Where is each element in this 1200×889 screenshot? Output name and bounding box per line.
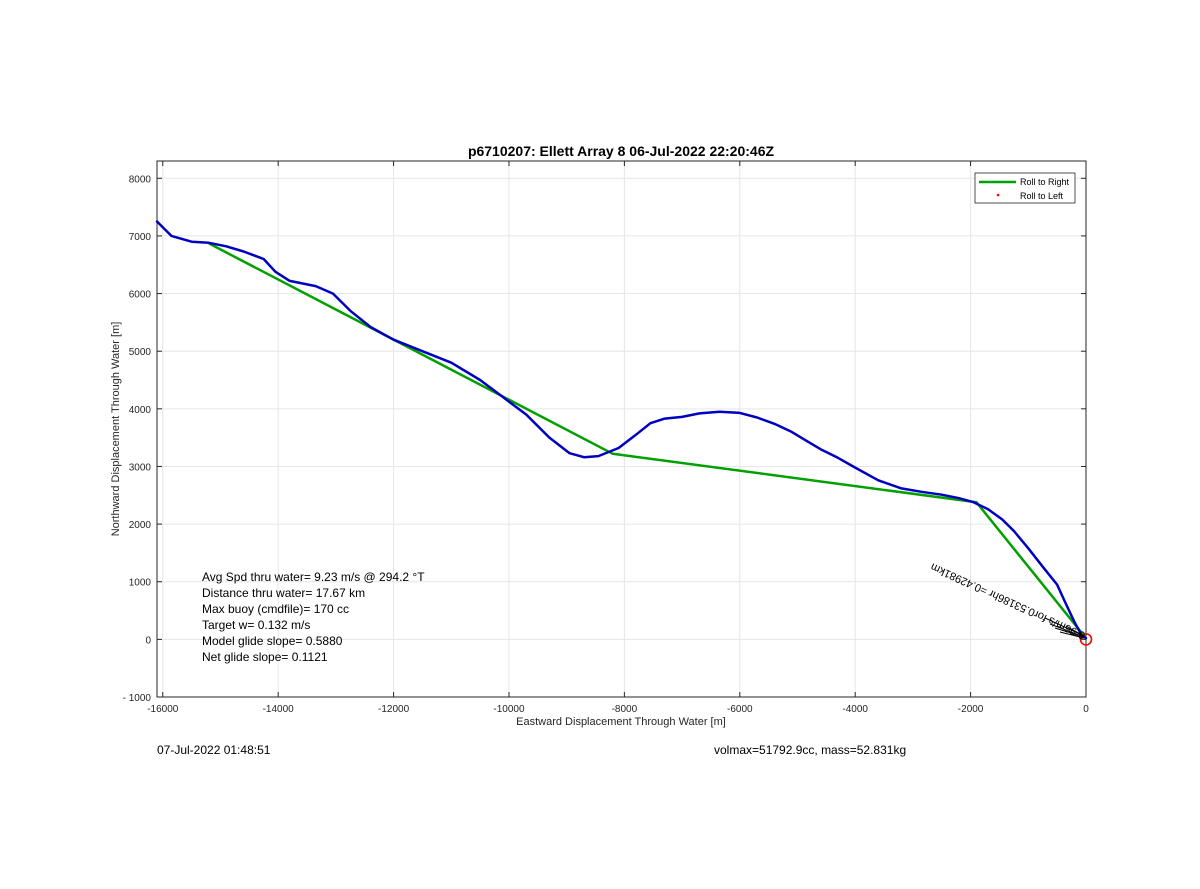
x-tick-label: -4000 [842, 704, 868, 715]
annotation-distance: Distance thru water= 17.67 km [202, 586, 365, 600]
annotations: Avg Spd thru water= 9.23 m/s @ 294.2 °T … [202, 570, 425, 664]
surface-leg-arrows [1044, 617, 1085, 639]
chart-title: p6710207: Ellett Array 8 06-Jul-2022 22:… [468, 143, 775, 159]
plot-frame [156, 160, 1087, 698]
end-position-marker [1079, 633, 1093, 646]
y-tick-label: 3000 [129, 462, 152, 473]
footer-volmax-mass: volmax=51792.9cc, mass=52.831kg [714, 743, 907, 757]
legend: Roll to Right Roll to Left [974, 172, 1076, 204]
legend-roll-left-label: Roll to Left [1020, 191, 1064, 201]
y-tick-label: 8000 [129, 174, 152, 185]
y-axis-label: Northward Displacement Through Water [m] [110, 322, 122, 537]
x-tick-label: -16000 [147, 704, 179, 715]
x-tick-label: 0 [1083, 704, 1089, 715]
y-tick-label: - 1000 [123, 693, 152, 704]
annotation-avg-speed: Avg Spd thru water= 9.23 m/s @ 294.2 °T [202, 570, 425, 584]
y-tick-label: 1000 [129, 578, 152, 589]
annotation-net-glide: Net glide slope= 0.1121 [202, 650, 328, 664]
y-tick-label: 7000 [129, 232, 152, 243]
annotation-model-glide: Model glide slope= 0.5880 [202, 634, 343, 648]
annotation-max-buoy: Max buoy (cmdfile)= 170 cc [202, 602, 349, 616]
x-tick-label: -10000 [493, 704, 525, 715]
y-tick-label: 5000 [129, 347, 152, 358]
legend-box [974, 172, 1076, 204]
axis-ticks: -16000 -14000 -12000 -10000 -8000 -6000 -4000 -… [123, 161, 1089, 715]
legend-roll-right-label: Roll to Right [1020, 177, 1070, 187]
x-tick-label: -12000 [378, 704, 410, 715]
annotation-target-w: Target w= 0.132 m/s [202, 618, 310, 632]
series-track [155, 220, 1088, 640]
footer-timestamp: 07-Jul-2022 01:48:51 [157, 743, 271, 757]
x-tick-label: -8000 [612, 704, 638, 715]
series-roll-to-right [208, 242, 1087, 639]
x-axis-label: Eastward Displacement Through Water [m] [516, 716, 726, 728]
y-tick-label: 2000 [129, 520, 152, 531]
x-tick-label: -6000 [727, 704, 753, 715]
plot-area [157, 161, 1086, 697]
x-tick-label: -14000 [263, 704, 295, 715]
marker-layer [1079, 633, 1093, 646]
x-tick-label: -2000 [958, 704, 984, 715]
legend-roll-left-swatch [996, 193, 1000, 197]
y-tick-label: 4000 [129, 405, 152, 416]
series-layer [155, 220, 1088, 640]
y-tick-label: 6000 [129, 290, 152, 301]
y-tick-label: 0 [145, 635, 151, 646]
